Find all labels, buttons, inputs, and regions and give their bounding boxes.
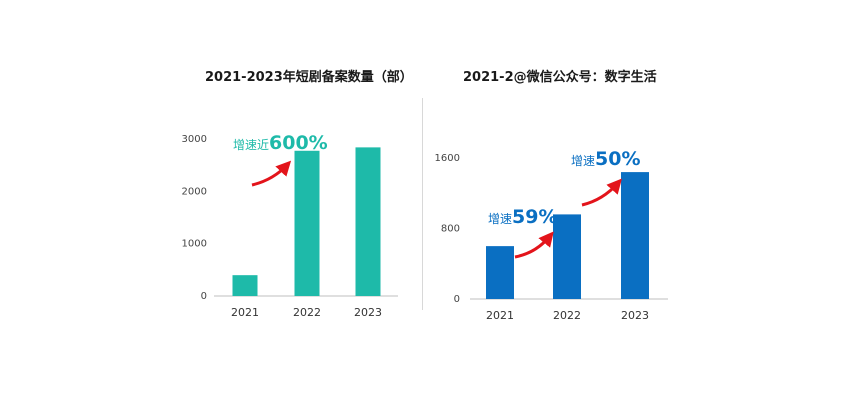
x-tick-label: 2021	[231, 306, 259, 319]
growth-arrow-icon	[514, 231, 554, 259]
x-tick-label: 2022	[293, 306, 321, 319]
right-chart-title: 2021-2@微信公众号：数字生活	[463, 70, 657, 85]
bar-2023	[621, 172, 649, 299]
bar-2022	[553, 214, 581, 299]
y-tick-label: 3000	[182, 134, 207, 145]
y-tick-label: 0	[454, 294, 460, 305]
left-chart-title: 2021-2023年短剧备案数量（部）	[205, 70, 413, 85]
growth-annotation: 增速近600%	[233, 132, 328, 154]
y-tick-label: 0	[201, 291, 207, 302]
x-tick-label: 2023	[621, 309, 649, 322]
y-tick-label: 2000	[182, 186, 207, 197]
left-bar-chart: 0 1000 2000 3000 2021 2022 2023 增速近600%	[182, 132, 398, 319]
y-tick-label: 800	[441, 224, 460, 235]
y-tick-label: 1600	[435, 153, 460, 164]
growth-arrow-icon	[251, 160, 292, 187]
growth-arrow-icon	[581, 178, 622, 207]
y-tick-label: 1000	[182, 239, 207, 250]
right-bar-chart: 0 800 1600 2021 2022 2023 增速59% 增速50%	[435, 148, 668, 322]
x-tick-label: 2022	[553, 309, 581, 322]
x-tick-label: 2023	[354, 306, 382, 319]
bar-2023	[355, 147, 381, 296]
chart-divider	[422, 98, 423, 310]
bar-2022	[294, 150, 320, 296]
growth-annotation-2023: 增速50%	[571, 148, 641, 170]
bar-2021	[486, 246, 514, 299]
growth-annotation-2022: 增速59%	[488, 206, 558, 228]
bar-2021	[232, 275, 258, 296]
x-tick-label: 2021	[486, 309, 514, 322]
